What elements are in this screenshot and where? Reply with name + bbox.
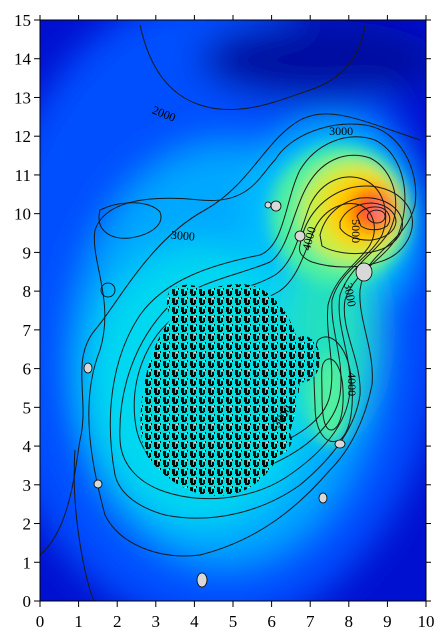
contour-label: 3000	[329, 124, 353, 138]
y-tick-label: 5	[23, 398, 32, 417]
y-tick-label: 4	[23, 437, 32, 456]
y-tick-label: 10	[14, 205, 31, 224]
contour-label: 3000	[170, 228, 195, 244]
contour-label: 3000	[341, 282, 359, 308]
y-tick-label: 1	[23, 553, 32, 572]
x-tick-label: 8	[345, 612, 354, 631]
contour-label: 4000	[345, 372, 359, 396]
x-axis: 0 1 2 3 4 5 6 7 8 9 10	[36, 15, 435, 631]
y-tick-label: 6	[23, 360, 32, 379]
hotspot-field	[270, 145, 410, 445]
y-tick-label: 13	[14, 88, 31, 107]
x-tick-label: 3	[152, 612, 161, 631]
y-tick-label: 9	[23, 243, 32, 262]
measurement-patches	[140, 284, 320, 496]
x-tick-label: 9	[383, 612, 392, 631]
y-tick-label: 11	[15, 166, 31, 185]
x-tick-label: 2	[113, 612, 122, 631]
y-tick-label: 14	[14, 50, 32, 69]
y-tick-label: 7	[23, 321, 32, 340]
y-tick-label: 12	[14, 127, 31, 146]
contour-label: 4000	[299, 225, 319, 252]
x-tick-label: 5	[229, 612, 238, 631]
x-tick-label: 7	[306, 612, 315, 631]
y-tick-label: 0	[23, 592, 32, 611]
x-tick-label: 0	[36, 612, 45, 631]
x-tick-label: 6	[267, 612, 276, 631]
y-tick-label: 8	[23, 282, 32, 301]
x-tick-label: 4	[190, 612, 199, 631]
grey-markers	[83, 200, 373, 588]
contour-label: 5000	[349, 219, 363, 243]
y-tick-label: 3	[23, 476, 32, 495]
y-tick-label: 2	[23, 515, 32, 534]
x-tick-label: 1	[74, 612, 83, 631]
y-tick-label: 15	[14, 11, 31, 30]
x-tick-label: 10	[418, 612, 435, 631]
